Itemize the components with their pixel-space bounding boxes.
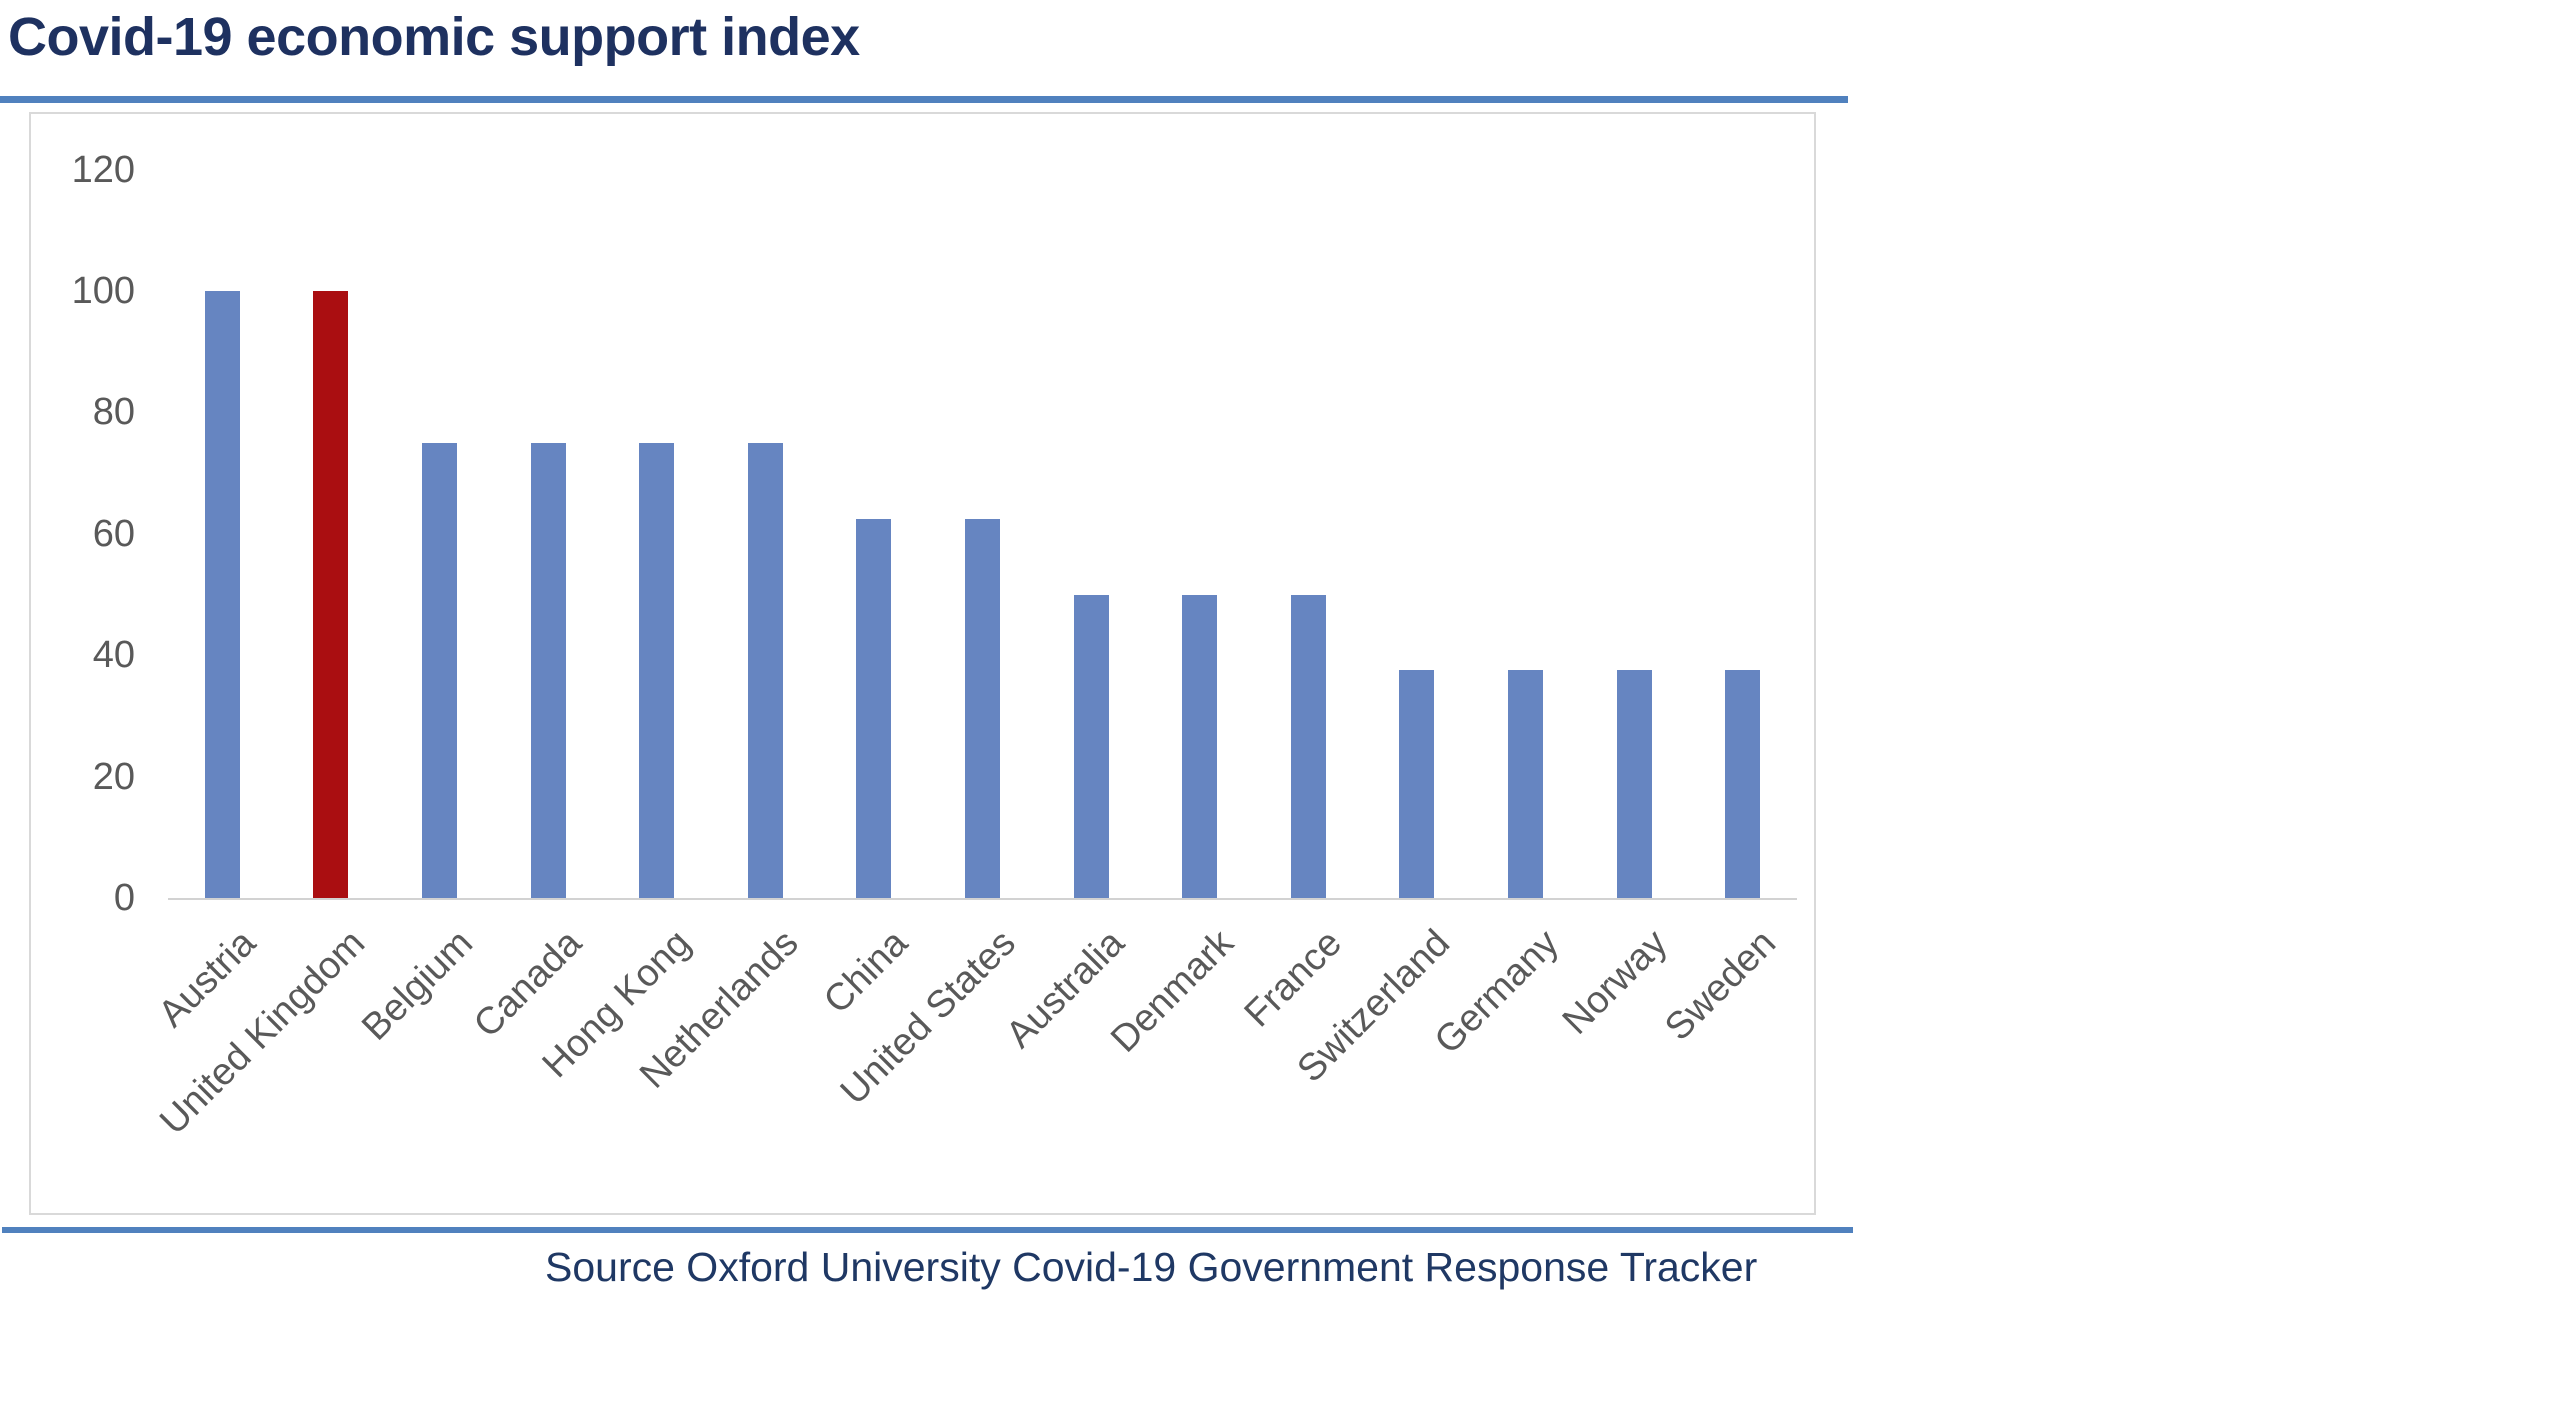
bar-united-states [965,518,1000,898]
y-tick-label-120: 120 [71,148,135,191]
page-title: Covid-19 economic support index [8,7,860,67]
bar-australia [1073,594,1109,898]
bottom-rule [2,1227,1853,1233]
bar-norway [1616,670,1652,898]
y-tick-label-0: 0 [113,877,135,919]
bar-united-kingdom [313,291,349,898]
title-rule [0,96,1848,103]
y-tick-label-60: 60 [92,512,135,555]
bar-denmark [1182,594,1218,898]
y-tick-label-80: 80 [92,391,135,434]
bar-france [1290,594,1326,898]
y-tick-label-20: 20 [92,755,135,798]
bar-hong-kong [639,442,675,898]
bar-austria [204,291,240,898]
bar-switzerland [1399,670,1435,898]
bar-canada [530,442,566,898]
y-tick-label-100: 100 [71,270,135,312]
bar-germany [1508,670,1543,898]
x-axis-line [168,898,1797,900]
bar-china [856,518,892,898]
bar-netherlands [747,442,783,898]
y-tick-label-40: 40 [92,634,135,677]
bar-sweden [1725,670,1761,898]
source-caption: Source Oxford University Covid-19 Govern… [545,1244,1758,1290]
bar-belgium [422,442,457,898]
